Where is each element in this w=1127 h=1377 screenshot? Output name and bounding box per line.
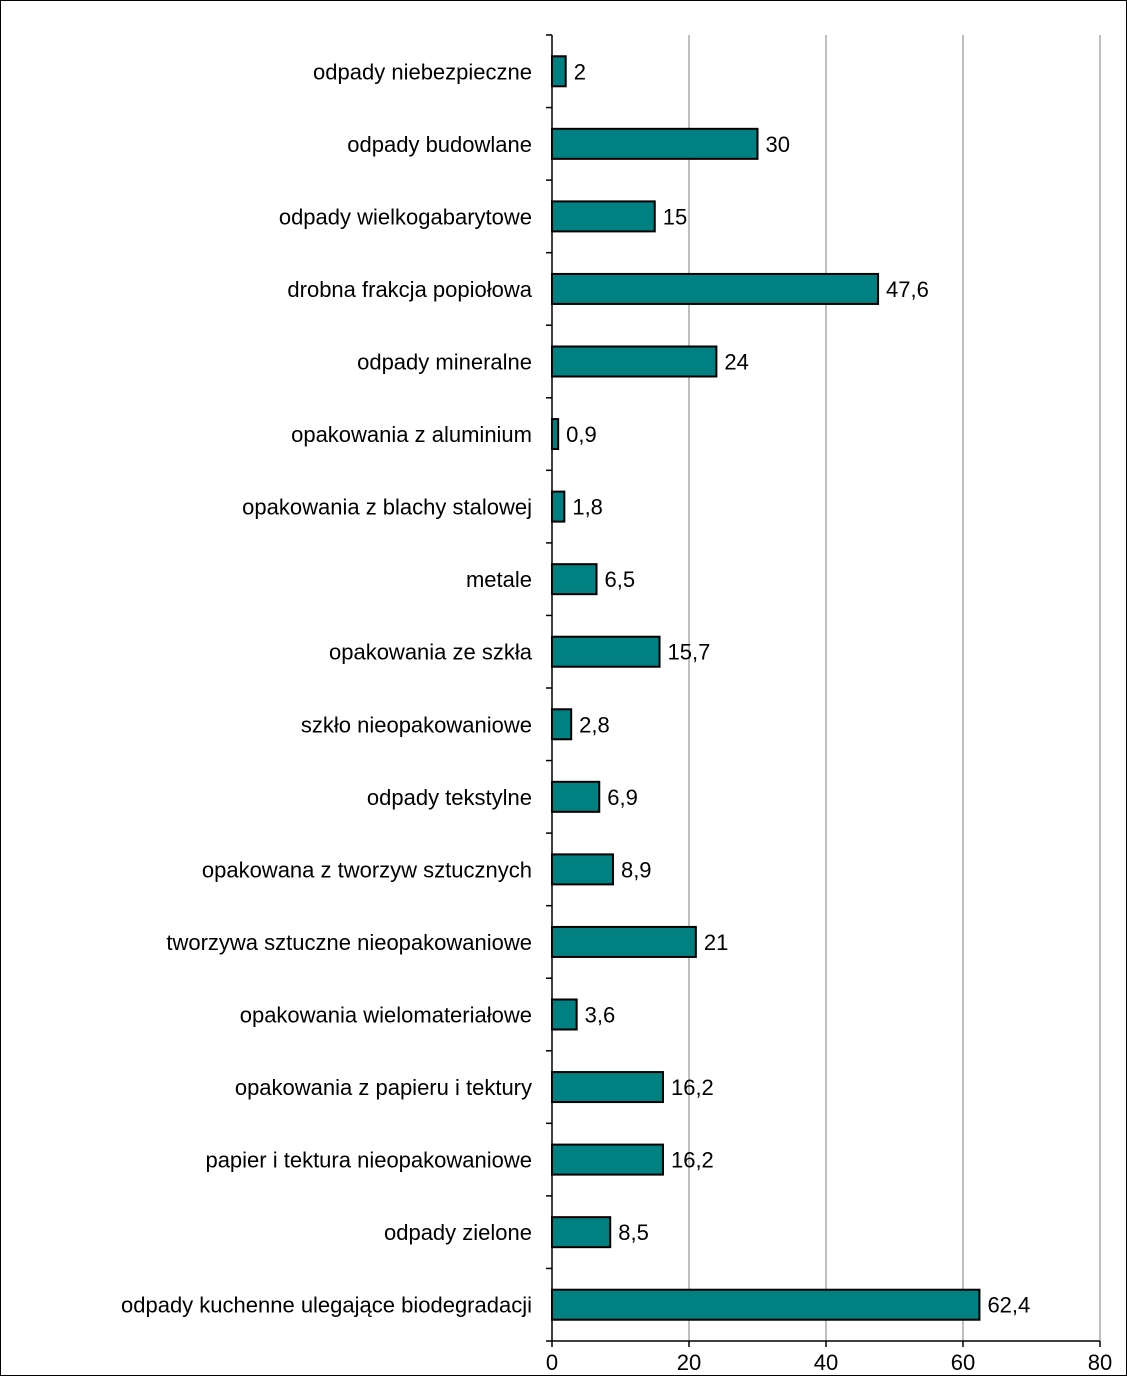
value-label-17: 8,5 [618, 1220, 649, 1245]
bar-5 [551, 345, 718, 378]
value-label-18: 62,4 [987, 1293, 1030, 1318]
bar-15 [551, 1071, 664, 1104]
category-label-5: odpady mineralne [357, 350, 532, 375]
category-label-16: papier i tektura nieopakowaniowe [205, 1148, 532, 1173]
category-label-11: odpady tekstylne [367, 785, 532, 810]
labels: 2 odpady niebezpieczne 30 odpady budowlane 1… [121, 59, 1112, 1375]
category-label-13: tworzywa sztuczne nieopakowaniowe [166, 930, 532, 955]
category-label-18: odpady kuchenne ulegające biodegradacji [121, 1293, 532, 1318]
axes [546, 34, 1101, 1347]
bar-11 [551, 780, 601, 813]
bar-16 [551, 1143, 664, 1176]
value-label-6: 0,9 [566, 422, 597, 447]
bar-9 [551, 635, 661, 668]
value-label-8: 6,5 [605, 567, 636, 592]
bar-12 [551, 853, 614, 886]
bar-10 [551, 708, 573, 741]
value-label-9: 15,7 [668, 640, 711, 665]
bar-2 [551, 127, 759, 160]
value-label-11: 6,9 [607, 785, 638, 810]
value-label-13: 21 [704, 930, 728, 955]
bar-13 [551, 925, 697, 958]
value-label-12: 8,9 [621, 857, 652, 882]
category-label-6: opakowania z aluminium [291, 422, 532, 447]
bar-8 [551, 563, 598, 596]
category-label-8: metale [466, 567, 532, 592]
x-tick-label-60: 60 [951, 1350, 975, 1375]
bar-4 [551, 272, 880, 305]
category-label-12: opakowana z tworzyw sztucznych [202, 857, 532, 882]
category-label-1: odpady niebezpieczne [313, 59, 532, 84]
value-label-5: 24 [724, 350, 748, 375]
x-tick-label-80: 80 [1088, 1350, 1112, 1375]
x-tick-label-0: 0 [546, 1350, 558, 1375]
value-label-2: 30 [766, 132, 790, 157]
bar-14 [551, 998, 578, 1031]
value-label-10: 2,8 [579, 712, 610, 737]
bar-1 [551, 55, 567, 88]
category-label-2: odpady budowlane [347, 132, 532, 157]
value-label-4: 47,6 [886, 277, 929, 302]
bar-3 [551, 200, 656, 233]
category-label-10: szkło nieopakowaniowe [301, 712, 532, 737]
value-label-14: 3,6 [585, 1003, 616, 1028]
bars [551, 55, 981, 1321]
category-label-14: opakowania wielomateriałowe [240, 1003, 532, 1028]
bar-7 [551, 490, 566, 523]
value-label-3: 15 [663, 204, 687, 229]
category-label-7: opakowania z blachy stalowej [242, 495, 532, 520]
category-label-9: opakowania ze szkła [329, 640, 533, 665]
value-label-15: 16,2 [671, 1075, 714, 1100]
value-label-1: 2 [574, 59, 586, 84]
value-label-7: 1,8 [572, 495, 603, 520]
x-tick-label-20: 20 [677, 1350, 701, 1375]
category-label-3: odpady wielkogabarytowe [279, 204, 532, 229]
bar-18 [551, 1288, 981, 1321]
x-tick-label-40: 40 [814, 1350, 838, 1375]
category-label-17: odpady zielone [384, 1220, 532, 1245]
category-label-4: drobna frakcja popiołowa [287, 277, 532, 302]
bar-6 [551, 418, 560, 451]
gridlines [688, 35, 1101, 1341]
category-label-15: opakowania z papieru i tektury [235, 1075, 532, 1100]
bar-17 [551, 1216, 612, 1249]
value-label-16: 16,2 [671, 1148, 714, 1173]
